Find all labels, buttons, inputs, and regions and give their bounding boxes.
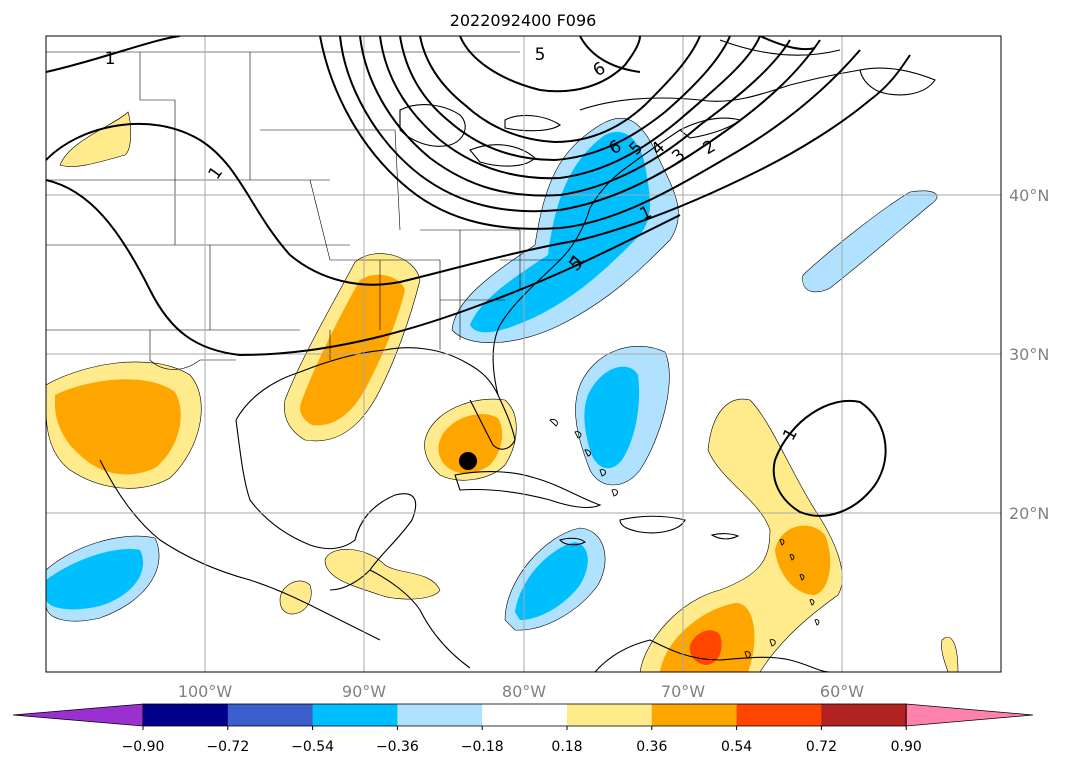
colorbar-extend-right (905, 703, 1034, 727)
colorbar: −0.90 −0.72 −0.54 −0.36 −0.18 0.18 0.36 0.54 0.7… (12, 703, 1034, 755)
contour-label: 1 (105, 49, 116, 69)
colorbar-segment (651, 704, 738, 726)
contour-2 (319, 36, 861, 230)
central-america-coast (369, 569, 471, 669)
lon-label-80w: 80°W (502, 682, 546, 701)
colorbar-ticks: −0.90 −0.72 −0.54 −0.36 −0.18 0.18 0.36 0.54 0.7… (122, 726, 922, 755)
lon-label-90w: 90°W (342, 682, 386, 701)
anomaly-red-venezuela (689, 630, 722, 665)
contour-5 (379, 36, 761, 180)
contours (46, 36, 911, 517)
lat-label-40n: 40°N (1009, 186, 1049, 205)
colorbar-segment (227, 704, 314, 726)
lon-label-60w: 60°W (820, 682, 864, 701)
contour-4 (359, 36, 791, 197)
contour-7 (419, 36, 701, 144)
hispaniola-coast (619, 515, 686, 534)
colorbar-segment (143, 704, 229, 726)
colorbar-tick-label: 0.36 (636, 739, 667, 755)
south-america-coast (594, 639, 831, 672)
storm-center-marker (459, 452, 477, 470)
islands (549, 419, 820, 659)
anomaly-blue-bahamas (584, 366, 640, 469)
colorbar-segment (736, 704, 822, 726)
colorbar-frame (142, 703, 907, 727)
colorbar-tick-label: −0.36 (376, 739, 419, 755)
anomaly-yellow-pacific-small (279, 580, 312, 615)
anomaly-orange-gulf-north (300, 274, 405, 426)
colorbar-segments (12, 703, 1034, 727)
contour-1-west (46, 36, 911, 286)
anomaly-orange-lesser-antilles (775, 525, 831, 595)
colorbar-segment (312, 704, 398, 726)
colorbar-segment (567, 704, 653, 726)
colorbar-tick-label: 0.54 (721, 739, 752, 755)
colorbar-tick-label: −0.72 (206, 739, 249, 755)
contour-1-closed (772, 399, 887, 517)
us-gulf-coast (235, 347, 516, 450)
anomaly-blue-caribbean (515, 542, 588, 620)
anomaly-orange-mexico (55, 379, 181, 475)
puerto-rico-coast (710, 533, 740, 540)
colorbar-segment (397, 704, 483, 726)
map-panel: 1 1 1 1 1 2 3 4 5 6 5 6 5 (46, 36, 1001, 672)
colorbar-segment (821, 704, 907, 726)
lon-label-70w: 70°W (661, 682, 705, 701)
anomaly-yellow-east-caribbean (639, 398, 843, 672)
colorbar-segment (482, 704, 568, 726)
colorbar-tick-label: 0.90 (891, 739, 922, 755)
contour-label: 5 (535, 45, 546, 65)
colorbar-tick-label: −0.54 (291, 739, 334, 755)
longitude-labels: 100°W 90°W 80°W 70°W 60°W (178, 682, 864, 701)
colorbar-tick-label: −0.90 (122, 739, 165, 755)
anomaly-orange-florida (438, 414, 503, 474)
anomaly-lightblue-atlantic (802, 190, 938, 293)
anomaly-blue-pacific (46, 548, 144, 610)
colorbar-tick-label: 0.72 (806, 739, 837, 755)
cuba-coast (454, 471, 602, 509)
colorbar-tick-label: 0.18 (551, 739, 582, 755)
anomaly-yellow-far-east (941, 636, 959, 672)
contour-6 (399, 36, 731, 162)
lat-label-30n: 30°N (1009, 345, 1049, 364)
jamaica-coast (559, 537, 586, 546)
shaded-anomalies (46, 111, 959, 672)
contour-5-top (459, 36, 641, 93)
latitude-labels: 40°N 30°N 20°N (1009, 186, 1049, 523)
us-atlantic-coast (492, 129, 681, 396)
contour-1-south (46, 179, 681, 357)
colorbar-extend-left (12, 703, 144, 727)
anomaly-blue-northeast (470, 131, 650, 333)
colorbar-tick-label: −0.18 (461, 739, 504, 755)
contour-1-right (759, 36, 816, 51)
newfoundland (859, 67, 936, 96)
lon-label-100w: 100°W (178, 682, 233, 701)
lat-label-20n: 20°N (1009, 504, 1049, 523)
map-title: 2022092400 F096 (450, 11, 597, 30)
contour-3 (339, 36, 821, 213)
contour-6-top (579, 36, 641, 73)
map-frame (45, 35, 1002, 673)
